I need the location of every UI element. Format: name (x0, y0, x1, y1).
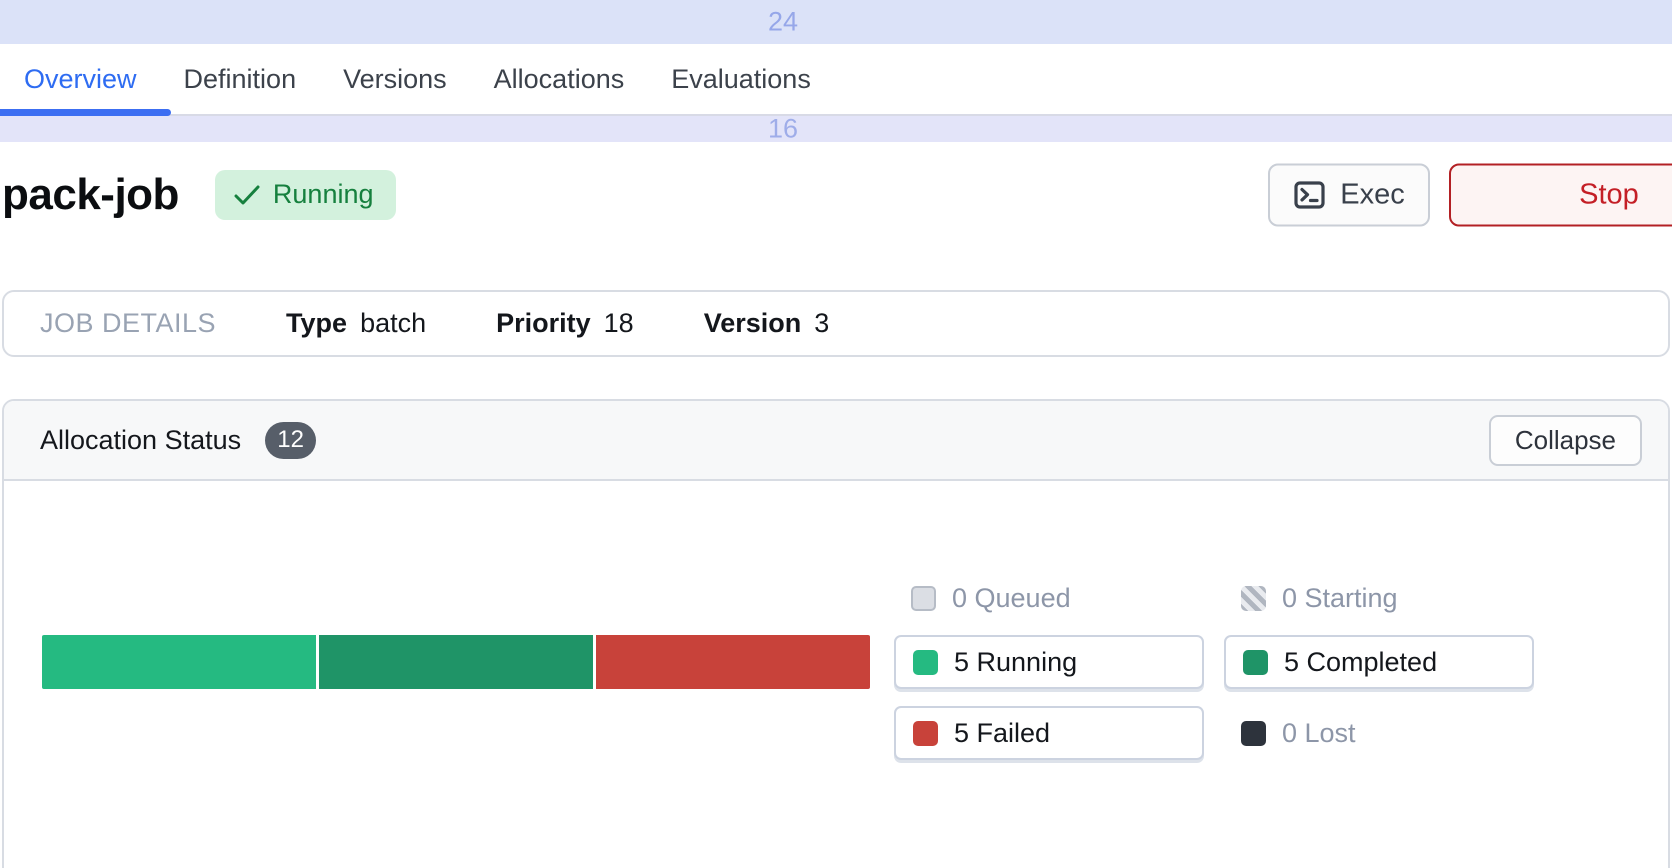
page-title: pack-job (2, 170, 179, 219)
stop-button[interactable]: Stop (1449, 163, 1672, 227)
legend-swatch-starting (1241, 585, 1266, 611)
allocation-status-title: Allocation Status (40, 424, 242, 455)
exec-button[interactable]: Exec (1268, 163, 1430, 227)
legend-item-failed: 5 Failed (894, 706, 1204, 760)
legend-swatch-queued (911, 585, 936, 611)
job-detail-label: Priority (496, 308, 591, 338)
legend-swatch-running (913, 649, 938, 675)
legend-swatch-completed (1243, 649, 1268, 675)
legend-label: 5 Running (954, 646, 1078, 677)
tab-allocations[interactable]: Allocations (493, 63, 625, 94)
legend-item-queued: 0 Queued (894, 578, 1204, 618)
legend-label: 0 Queued (952, 582, 1071, 613)
job-detail-label: Type (286, 308, 348, 338)
job-details-panel: JOB DETAILS Type batch Priority 18 Version 3 (2, 290, 1670, 357)
spacing-value-top: 24 (768, 6, 799, 37)
spacing-overlay-top: 24 (0, 0, 1672, 44)
legend-swatch-lost (1241, 720, 1266, 746)
allocation-status-body: 0 Queued 0 Starting 5 Running 5 Completed 5 … (4, 481, 1668, 868)
bar-segment-running (42, 635, 316, 689)
job-details-heading: JOB DETAILS (40, 308, 217, 338)
job-detail-value: batch (360, 308, 427, 338)
job-tabbar: Overview Definition Versions Allocations Eva… (0, 44, 1672, 116)
tab-versions[interactable]: Versions (343, 63, 447, 94)
exec-button-label: Exec (1340, 178, 1405, 211)
allocation-stacked-bar (42, 635, 870, 689)
legend-item-lost: 0 Lost (1224, 706, 1534, 760)
terminal-icon (1294, 181, 1325, 209)
legend-label: 5 Failed (954, 717, 1051, 748)
status-badge-label: Running (272, 179, 374, 209)
allocation-status-header: Allocation Status 12 Collapse (4, 401, 1668, 481)
spacing-overlay-mid: 16 (0, 113, 1672, 144)
collapse-button[interactable]: Collapse (1488, 414, 1642, 466)
bar-segment-failed (596, 635, 870, 689)
job-detail-value: 3 (814, 308, 830, 338)
legend-swatch-failed (913, 720, 938, 746)
job-detail-priority: Priority 18 (496, 308, 634, 339)
job-detail-value: 18 (603, 308, 634, 338)
bar-segment-completed (319, 635, 593, 689)
header-actions: Exec Stop (1268, 163, 1672, 227)
spacing-value-mid: 16 (768, 113, 799, 144)
allocation-legend: 0 Queued 0 Starting 5 Running 5 Completed 5 … (894, 578, 1534, 760)
stop-button-label: Stop (1579, 178, 1639, 211)
legend-label: 0 Lost (1282, 717, 1356, 748)
job-detail-type: Type batch (286, 308, 426, 339)
legend-label: 0 Starting (1282, 582, 1398, 613)
job-header: pack-job Running Exec Stop (0, 142, 1672, 248)
legend-label: 5 Completed (1284, 646, 1438, 677)
active-tab-indicator (0, 109, 171, 116)
job-detail-label: Version (703, 308, 802, 338)
tab-overview[interactable]: Overview (24, 63, 137, 94)
legend-item-running: 5 Running (894, 635, 1204, 689)
status-badge: Running (214, 170, 396, 220)
job-detail-version: Version 3 (704, 308, 830, 339)
allocation-status-panel: Allocation Status 12 Collapse 0 Queued 0 … (2, 399, 1670, 868)
legend-item-starting: 0 Starting (1224, 578, 1534, 618)
tab-evaluations[interactable]: Evaluations (671, 63, 811, 94)
legend-item-completed: 5 Completed (1224, 635, 1534, 689)
check-icon (234, 185, 260, 204)
allocation-count-badge: 12 (265, 421, 317, 459)
tab-definition[interactable]: Definition (183, 63, 297, 94)
